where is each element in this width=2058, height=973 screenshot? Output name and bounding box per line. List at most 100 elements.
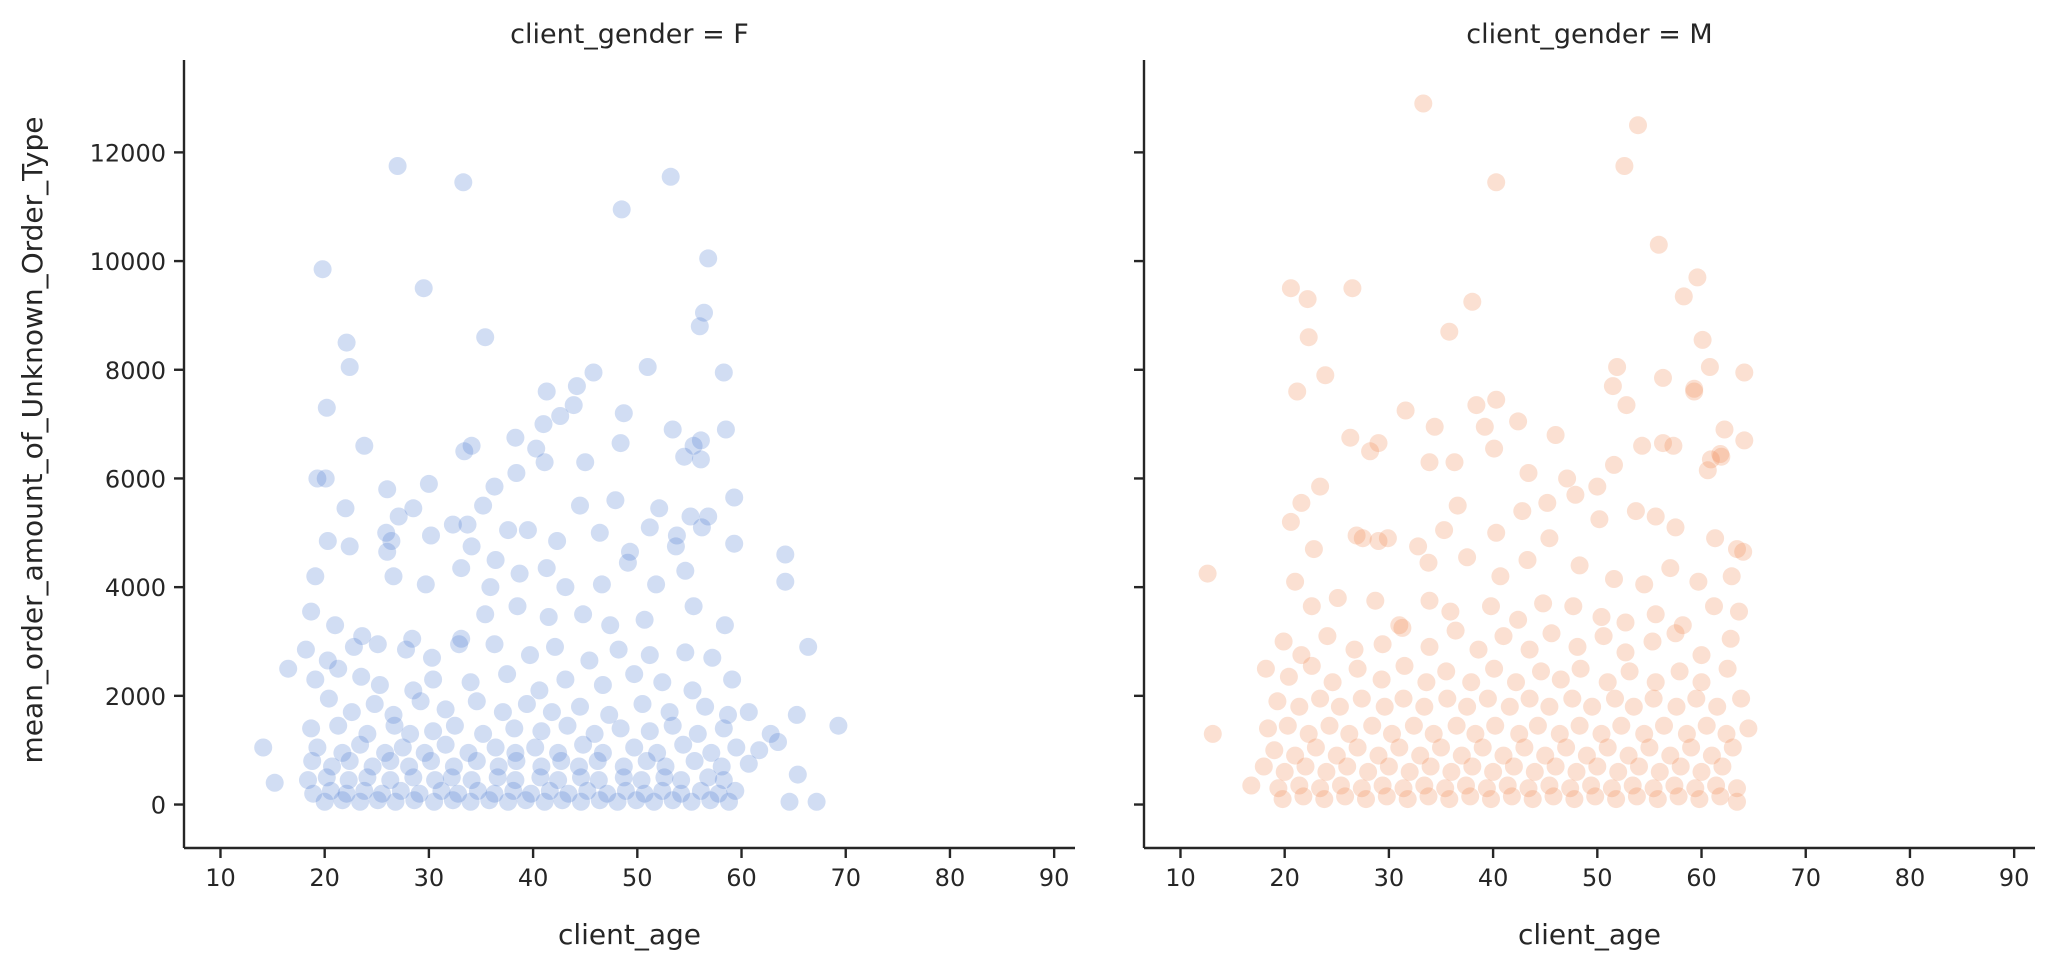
scatter-point (559, 784, 578, 803)
scatter-point (1509, 610, 1528, 629)
scatter-point (526, 738, 545, 757)
scatter-point (389, 507, 408, 526)
scatter-point (1565, 790, 1584, 809)
scatter-point (358, 724, 377, 743)
scatter-point (1661, 746, 1680, 765)
scatter-point (376, 743, 395, 762)
scatter-point (1275, 762, 1294, 781)
scatter-point (340, 752, 359, 770)
scatter-point (485, 477, 504, 496)
scatter-point (1498, 776, 1517, 795)
scatter-point (516, 791, 535, 810)
scatter-point (1646, 605, 1665, 624)
scatter-point (588, 752, 607, 770)
scatter-point (302, 719, 321, 738)
scatter-point (1707, 776, 1726, 795)
scatter-point (696, 697, 715, 716)
scatter-point (712, 757, 731, 776)
scatter-point (411, 692, 430, 711)
scatter-point (423, 648, 441, 667)
scatter-point (535, 453, 554, 472)
scatter-point (1692, 762, 1711, 781)
scatter-point (432, 781, 451, 800)
scatter-point (370, 676, 389, 694)
scatter-point (1345, 640, 1364, 659)
scatter-point (1340, 724, 1359, 743)
scatter-points (254, 157, 848, 811)
scatter-point (558, 716, 577, 735)
scatter-point (1452, 746, 1471, 765)
scatter-point (506, 743, 525, 762)
scatter-point (1739, 719, 1758, 738)
scatter-point (1689, 572, 1708, 591)
scatter-point (632, 771, 651, 790)
scatter-point (592, 575, 611, 594)
scatter-point (1440, 322, 1459, 341)
scatter-point (1697, 716, 1716, 735)
scatter-point (1546, 757, 1565, 776)
scatter-point (1532, 662, 1550, 681)
scatter-point (1369, 434, 1388, 453)
scatter-point (1463, 757, 1482, 776)
scatter-point (1420, 591, 1439, 610)
scatter-point (1598, 738, 1617, 757)
scatter-point (647, 575, 666, 594)
scatter-point (720, 792, 738, 811)
x-axis-label: client_age (558, 918, 701, 951)
scatter-point (719, 705, 737, 724)
scatter-point (1203, 724, 1222, 743)
scatter-point (302, 602, 321, 621)
scatter-point (254, 738, 273, 757)
scatter-point (449, 784, 468, 803)
scatter-point (1278, 716, 1297, 735)
scatter-point (1390, 616, 1409, 635)
scatter-point (691, 431, 710, 450)
scatter-point (339, 771, 358, 790)
scatter-point (608, 792, 627, 811)
scatter-point (388, 157, 407, 175)
scatter-point (1538, 493, 1557, 512)
scatter-point (1256, 659, 1275, 678)
scatter-point (1592, 724, 1611, 743)
scatter-point (637, 752, 656, 770)
scatter-point (1417, 673, 1436, 692)
scatter-point (337, 784, 356, 803)
scatter-point (424, 670, 443, 689)
scatter-point (1446, 621, 1465, 640)
scatter-point (598, 784, 617, 803)
scatter-point (358, 768, 377, 787)
scatter-point (510, 564, 529, 583)
scatter-point (1347, 526, 1366, 545)
scatter-point (1494, 746, 1513, 765)
scatter-point (306, 670, 325, 689)
scatter-point (556, 670, 575, 689)
y-axis-label: mean_order_amount_of_Unknown_Order_Type (16, 117, 49, 764)
scatter-point (1702, 746, 1721, 765)
x-tick-label: 70 (830, 864, 861, 892)
scatter-point (1448, 496, 1467, 515)
x-tick-label: 90 (1039, 864, 1070, 892)
scatter-point (442, 768, 461, 787)
scatter-point (303, 752, 322, 770)
scatter-point (1440, 790, 1459, 809)
scatter-point (1627, 787, 1646, 806)
scatter-point (385, 716, 404, 735)
scatter-point (1701, 450, 1720, 469)
scatter-point (499, 521, 518, 540)
scatter-point (1420, 637, 1439, 656)
scatter-point (552, 752, 571, 770)
y-tick-label: 6000 (105, 465, 166, 493)
scatter-point (507, 752, 526, 770)
scatter-point (1343, 279, 1362, 298)
scatter-point (682, 792, 701, 811)
scatter-point (1523, 790, 1542, 809)
scatter-point (1671, 757, 1690, 776)
scatter-point (684, 436, 703, 455)
scatter-point (1290, 776, 1309, 795)
x-tick-label: 80 (1895, 864, 1926, 892)
scatter-point (1605, 570, 1623, 588)
scatter-point (459, 743, 478, 762)
scatter-point (625, 738, 644, 757)
scatter-point (373, 784, 391, 803)
scatter-point (1721, 629, 1740, 648)
